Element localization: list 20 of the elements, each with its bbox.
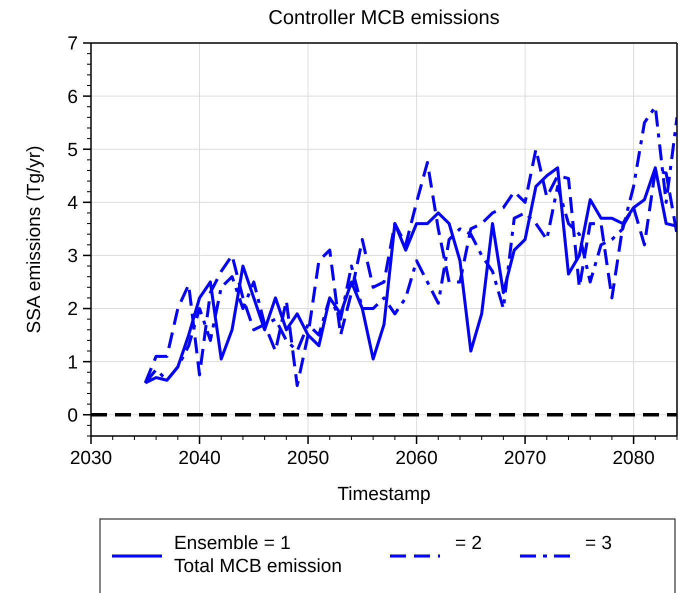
y-tick-label: 4 — [67, 192, 78, 214]
legend-label: = 3 — [585, 533, 612, 554]
y-tick-label: 1 — [67, 352, 78, 374]
y-tick-label: 0 — [67, 405, 78, 426]
y-tick-label: 5 — [67, 140, 78, 161]
y-tick-label: 3 — [67, 246, 78, 268]
x-axis-title: Timestamp — [337, 484, 431, 505]
x-tick-label: 2080 — [612, 448, 655, 469]
x-tick-label: 2060 — [395, 448, 438, 469]
legend-label: Ensemble = 1 Total MCB emission — [174, 533, 342, 577]
chart-title: Controller MCB emissions — [268, 7, 500, 29]
x-tick-label: 2040 — [178, 448, 221, 469]
y-tick-label: 2 — [67, 299, 78, 320]
legend-label: = 2 — [455, 533, 482, 554]
y-axis-title: SSA emissions (Tg/yr) — [24, 146, 45, 334]
x-tick-label: 2050 — [286, 448, 330, 469]
x-tick-label: 2070 — [504, 448, 546, 469]
x-tick-label: 2030 — [70, 448, 112, 469]
y-tick-label: 6 — [67, 86, 78, 108]
y-tick-label: 7 — [67, 34, 78, 55]
